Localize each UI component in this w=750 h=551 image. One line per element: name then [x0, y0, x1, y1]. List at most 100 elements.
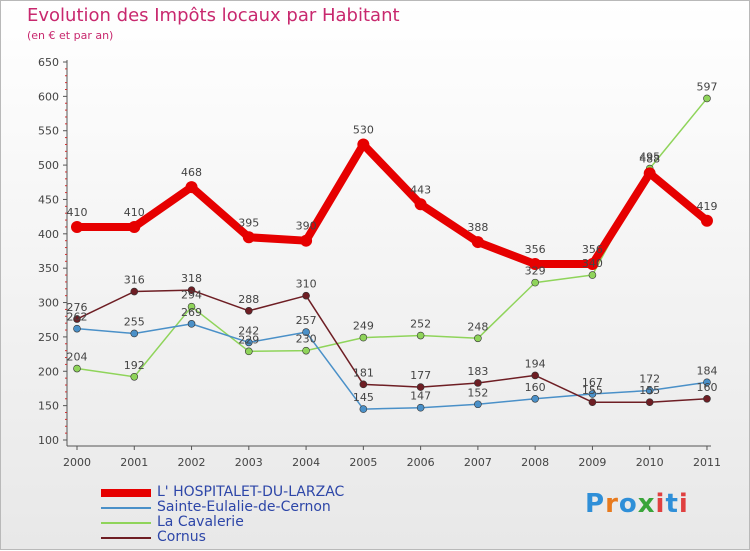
legend-label: Cornus — [157, 529, 206, 545]
data-label: 172 — [639, 373, 660, 386]
logo-letter: t — [665, 489, 679, 519]
y-tick-label: 450 — [38, 193, 59, 206]
series-point-0 — [185, 181, 198, 194]
series-point-0 — [414, 198, 427, 211]
x-tick-label: 2008 — [521, 456, 549, 469]
legend-swatch — [101, 522, 151, 524]
data-label: 181 — [353, 366, 374, 379]
y-tick-label: 550 — [38, 125, 59, 138]
data-label: 229 — [238, 333, 259, 346]
data-label: 356 — [525, 243, 546, 256]
series-point-3 — [416, 383, 425, 391]
logo-letter: x — [637, 489, 656, 519]
logo-letter: P — [585, 489, 606, 519]
legend-swatch — [101, 507, 151, 509]
data-label: 310 — [296, 278, 317, 291]
series-point-2 — [245, 347, 253, 356]
series-point-1 — [645, 386, 654, 395]
x-tick-label: 2011 — [693, 456, 721, 469]
series-point-3 — [302, 291, 310, 300]
series-point-1 — [130, 329, 139, 338]
data-label: 177 — [410, 369, 431, 382]
data-label: 167 — [582, 376, 603, 389]
data-label: 252 — [410, 318, 431, 331]
data-label: 160 — [696, 381, 717, 394]
series-point-3 — [73, 315, 81, 323]
data-label: 262 — [67, 311, 88, 324]
data-label: 388 — [467, 221, 488, 234]
series-point-2 — [73, 364, 81, 373]
y-tick-label: 250 — [38, 331, 59, 344]
data-label: 257 — [296, 314, 317, 327]
y-tick-label: 350 — [38, 262, 59, 275]
data-label: 390 — [296, 220, 317, 233]
series-point-0 — [242, 231, 255, 244]
series-point-1 — [245, 338, 253, 347]
data-label: 410 — [124, 206, 145, 219]
x-tick-label: 2007 — [464, 456, 492, 469]
series-point-0 — [357, 138, 370, 151]
data-label: 155 — [639, 384, 660, 397]
data-label: 356 — [582, 243, 603, 256]
x-tick-label: 2003 — [235, 456, 263, 469]
series-point-0 — [300, 234, 313, 247]
series-point-0 — [128, 220, 141, 233]
logo-letter: r — [605, 489, 619, 519]
legend-swatch — [101, 537, 151, 539]
data-label: 495 — [639, 151, 660, 164]
series-point-0 — [529, 258, 542, 271]
data-label: 242 — [238, 324, 259, 337]
series-point-3 — [645, 398, 654, 407]
series-point-2 — [416, 331, 425, 340]
data-label: 329 — [525, 265, 546, 278]
data-label: 230 — [296, 333, 317, 346]
x-tick-label: 2006 — [407, 456, 435, 469]
data-label: 145 — [353, 391, 374, 404]
series-point-2 — [588, 271, 597, 279]
series-point-1 — [588, 390, 597, 398]
data-label: 152 — [467, 386, 488, 399]
x-tick-label: 2005 — [349, 456, 377, 469]
series-point-1 — [703, 378, 711, 387]
data-label: 318 — [181, 272, 202, 285]
logo-letter: o — [618, 489, 638, 519]
data-label: 294 — [181, 289, 202, 302]
data-label: 530 — [353, 123, 374, 136]
y-tick-label: 600 — [38, 90, 59, 103]
data-label: 276 — [67, 301, 88, 314]
series-point-2 — [359, 333, 368, 342]
series-point-2 — [130, 372, 139, 381]
series-point-1 — [359, 405, 368, 413]
data-label: 340 — [582, 257, 603, 270]
series-point-2 — [703, 94, 711, 103]
series-point-2 — [531, 278, 539, 287]
series-point-0 — [71, 220, 83, 233]
series-point-1 — [73, 324, 81, 333]
data-label: 269 — [181, 306, 202, 319]
series-point-1 — [302, 328, 310, 336]
data-label: 183 — [467, 365, 488, 378]
y-tick-label: 200 — [38, 365, 59, 378]
x-tick-label: 2004 — [292, 456, 320, 469]
series-point-1 — [187, 320, 196, 328]
legend-label: Sainte-Eulalie-de-Cernon — [157, 499, 331, 515]
series-point-0 — [700, 214, 713, 227]
series-point-2 — [302, 346, 310, 355]
series-point-1 — [474, 400, 482, 409]
data-label: 248 — [467, 320, 488, 333]
data-label: 255 — [124, 315, 145, 328]
proxiti-logo: Proxiti — [585, 489, 689, 519]
logo-letter: i — [678, 489, 689, 519]
series-point-3 — [531, 371, 539, 380]
chart-subtitle: (en € et par an) — [27, 29, 114, 42]
y-tick-label: 300 — [38, 297, 59, 310]
data-label: 249 — [353, 320, 374, 333]
x-tick-label: 2001 — [120, 456, 148, 469]
series-point-0 — [471, 236, 484, 249]
data-label: 468 — [181, 166, 202, 179]
data-label: 597 — [696, 80, 717, 93]
series-line-3 — [76, 289, 708, 403]
series-point-3 — [187, 286, 196, 294]
data-label: 419 — [696, 200, 717, 213]
